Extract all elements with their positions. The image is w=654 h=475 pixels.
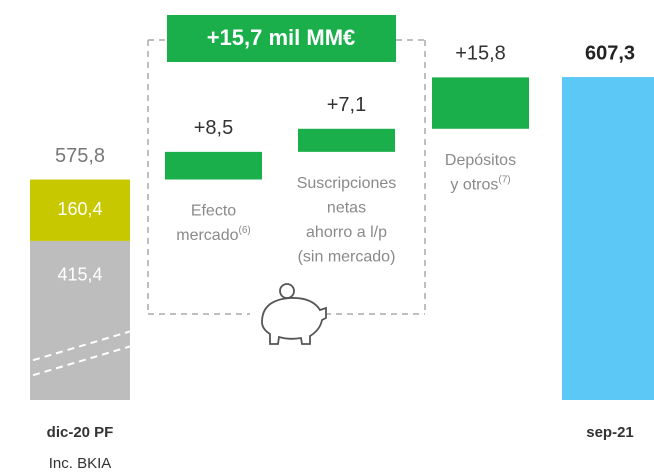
- step-bar: [165, 151, 262, 180]
- step-label-line: Depósitos: [445, 152, 516, 169]
- step-label: netas: [327, 200, 366, 217]
- step-bar: [298, 128, 395, 152]
- category-sublabel: Inc. BKIA: [49, 455, 112, 472]
- step-label-line: (sin mercado): [298, 249, 396, 266]
- dashed-frame: [147, 39, 426, 315]
- bar-segment: [30, 179, 130, 241]
- bar-segment: [30, 240, 130, 400]
- value-label: 575,8: [55, 145, 105, 167]
- step-label: (sin mercado): [298, 249, 396, 266]
- step-label-line: Efecto: [191, 203, 236, 220]
- bar: [562, 77, 654, 400]
- step-label: mercado(6): [176, 225, 250, 245]
- annotation-box: [167, 15, 396, 62]
- category-label: dic-20 PF: [47, 424, 114, 441]
- segment-label: 160,4: [57, 199, 102, 219]
- value-label: +7,1: [327, 94, 366, 116]
- step-bar: [432, 77, 529, 129]
- value-label: +8,5: [194, 117, 233, 139]
- value-label: +15,8: [455, 43, 506, 65]
- segment-label: 415,4: [57, 265, 102, 285]
- step-label-note: (7): [498, 174, 510, 185]
- annotation: +15,7 mil MM€: [207, 25, 356, 50]
- step-label: Depósitos: [445, 152, 516, 169]
- category-label: sep-21: [586, 424, 634, 441]
- step-label-line: ahorro a l/p: [306, 224, 387, 241]
- step-label-line: Suscripciones: [297, 175, 397, 192]
- step-label-note: (6): [239, 225, 251, 236]
- step-label: y otros(7): [450, 174, 510, 194]
- value-label: 607,3: [585, 42, 635, 64]
- step-label-line: mercado: [176, 227, 238, 244]
- piggy-icon: [261, 283, 327, 345]
- step-label: Efecto: [191, 203, 236, 220]
- step-label-line: y otros: [450, 176, 498, 193]
- step-label-line: netas: [327, 200, 366, 217]
- step-label: ahorro a l/p: [306, 224, 387, 241]
- step-label: Suscripciones: [297, 175, 397, 192]
